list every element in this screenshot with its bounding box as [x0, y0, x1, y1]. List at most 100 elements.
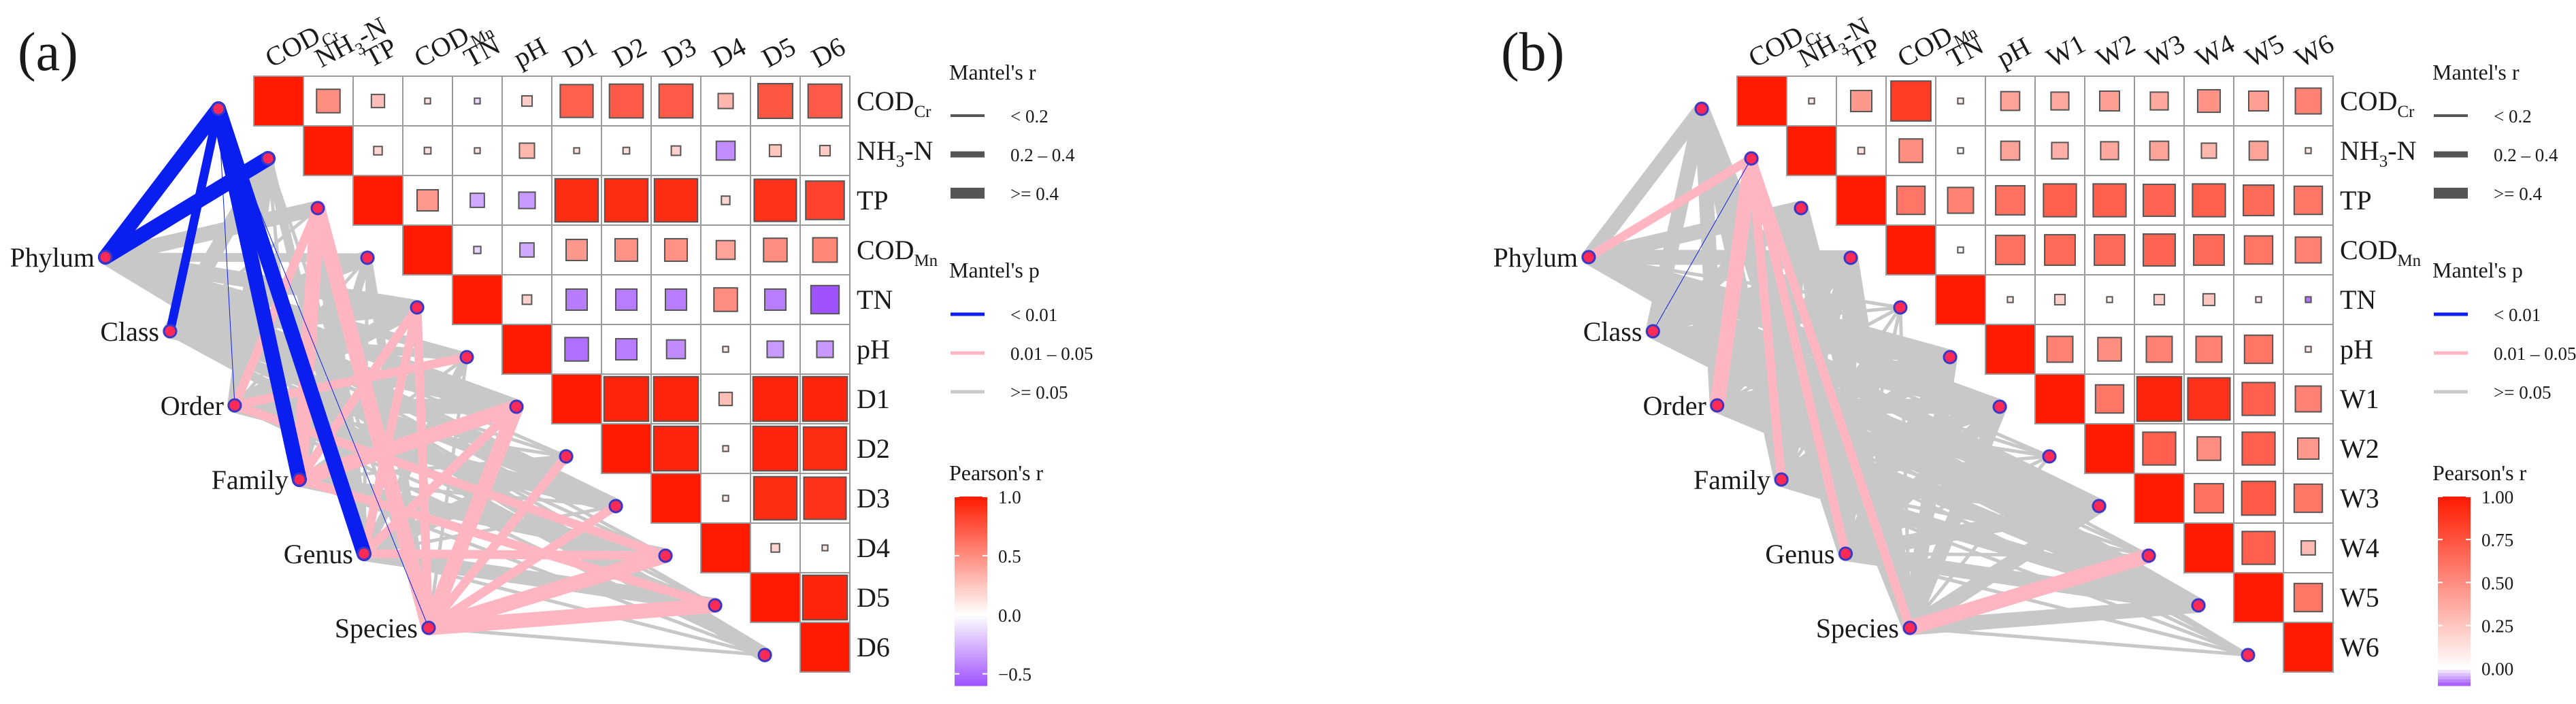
group-node-species [1902, 620, 1917, 635]
row-label-d5-main: D5 [857, 582, 890, 613]
row-label-w3: W3 [2340, 483, 2379, 514]
edge-order-tn [227, 300, 425, 413]
colorbar-segment [2438, 563, 2471, 567]
group-node-class [1645, 324, 1660, 339]
corr-mark-cod_cr-w1 [2050, 91, 2070, 111]
colorbar-segment [2438, 547, 2471, 551]
diagonal-cell-w4 [2185, 524, 2233, 572]
colorbar-segment [955, 515, 987, 520]
colorbar-segment [955, 673, 987, 677]
diagonal-cell-ph [503, 325, 551, 373]
colorbar-tick-label: 1.0 [998, 487, 1021, 507]
variable-node-ph [459, 350, 474, 365]
edge-family-nh3-n [1747, 154, 1786, 484]
colorbar-segment [2438, 569, 2471, 573]
corr-mark-tp-cod_mn [416, 188, 440, 212]
colorbar-segment [955, 651, 987, 655]
colorbar-segment [955, 616, 987, 620]
corr-mark-w3-w6 [2293, 483, 2324, 514]
row-label-nh3-n-main: NH [857, 135, 896, 166]
legend-p-title: Mantel's p [949, 258, 1040, 282]
legend-r-item-2: >= 0.4 [1010, 184, 1059, 204]
edge-species-d2 [424, 452, 571, 633]
corr-mark-d2-d5 [752, 425, 799, 472]
colorbar-segment [2438, 638, 2471, 642]
colorbar-segment [2438, 644, 2471, 648]
colorbar-segment [2438, 635, 2471, 639]
colorbar-segment [955, 625, 987, 630]
variable-node-nh3-n [261, 151, 276, 166]
colorbar-segment [2438, 572, 2471, 576]
diagonal-cell-d1 [552, 375, 601, 423]
diagonal-cell-w1 [2036, 375, 2084, 423]
corr-mark-d3-d6 [803, 476, 847, 520]
corr-mark-tp-ph [1995, 185, 2026, 216]
colorbar-segment [955, 522, 987, 526]
diagonal-cell-d6 [801, 623, 849, 671]
group-label-species: Species [1816, 613, 1899, 643]
corr-mark-d3-d4 [722, 495, 729, 502]
variable-node-nh3-n [1744, 151, 1759, 166]
colorbar-segment [2438, 550, 2471, 554]
diagonal-cell-w2 [2085, 424, 2134, 473]
corr-mark-nh3-n-d6 [819, 144, 831, 157]
colorbar-segment [955, 667, 987, 671]
colorbar-segment [2438, 509, 2471, 513]
colorbar-segment [2438, 584, 2471, 588]
colorbar-segment [955, 660, 987, 665]
corr-mark-tn-d2 [614, 288, 638, 312]
colorbar-segment [955, 505, 987, 510]
edge-order-cod_cr [218, 108, 235, 406]
colorbar-segment [2438, 531, 2471, 535]
edge-species-tn [1898, 305, 1912, 630]
colorbar-segment [955, 512, 987, 516]
col-label-d1: D1 [558, 31, 601, 73]
corr-mark-tp-tn [469, 192, 485, 208]
corr-mark-nh3-n-w6 [2305, 147, 2312, 154]
edge-species-d4 [421, 548, 673, 635]
corr-mark-tn-d6 [810, 284, 840, 315]
corr-mark-d1-d5 [752, 375, 799, 422]
corr-mark-cod_mn-w2 [2094, 234, 2126, 266]
edge-species-d5 [421, 598, 723, 635]
colorbar-segment [955, 613, 987, 617]
colorbar-segment [955, 603, 987, 607]
corr-mark-cod_cr-w6 [2294, 87, 2322, 115]
colorbar-segment [955, 588, 987, 592]
corr-mark-cod_mn-w4 [2193, 234, 2225, 266]
row-label-ph: pH [2340, 334, 2373, 365]
legend-p-item-1: 0.01 – 0.05 [1010, 343, 1093, 364]
corr-mark-nh3-n-ph [518, 142, 535, 159]
variable-node-d6 [757, 648, 772, 663]
colorbar-segment [955, 591, 987, 595]
legend-r-title: Mantel's r [2432, 60, 2520, 84]
corr-mark-w1-w3 [2136, 375, 2183, 422]
diagonal-cell-d2 [602, 424, 650, 473]
diagonal-cell-d3 [652, 474, 700, 522]
colorbar-tick-label: 0.50 [2481, 573, 2513, 593]
colorbar-segment [955, 584, 987, 588]
corr-mark-cod_mn-d6 [812, 237, 838, 263]
corr-mark-nh3-n-tn [1957, 147, 1964, 154]
row-label-nh3-n-main: NH [2340, 135, 2379, 166]
corr-mark-cod_cr-cod_mn [424, 97, 431, 105]
col-label-d5: D5 [757, 31, 800, 73]
col-label-d4: D4 [707, 31, 750, 73]
corr-mark-tp-w2 [2092, 183, 2127, 218]
row-label-w2-main: W2 [2340, 433, 2379, 464]
corr-mark-tn-w4 [2202, 292, 2216, 307]
mantel-edges [98, 101, 772, 663]
colorbar-segment [2438, 534, 2471, 538]
variable-node-w6 [2241, 648, 2256, 663]
colorbar-segment [2438, 503, 2471, 507]
corr-mark-cod_mn-w3 [2143, 233, 2176, 267]
variable-node-tn [1893, 300, 1908, 315]
row-label-cod_mn: CODMn [2340, 235, 2422, 270]
row-label-cod_mn-main: COD [857, 235, 914, 265]
colorbar-segment [955, 572, 987, 576]
colorbar-segment [955, 635, 987, 639]
colorbar-segment [955, 619, 987, 623]
colorbar-segment [955, 534, 987, 538]
colorbar-segment [955, 609, 987, 614]
group-node-genus [1838, 546, 1853, 561]
